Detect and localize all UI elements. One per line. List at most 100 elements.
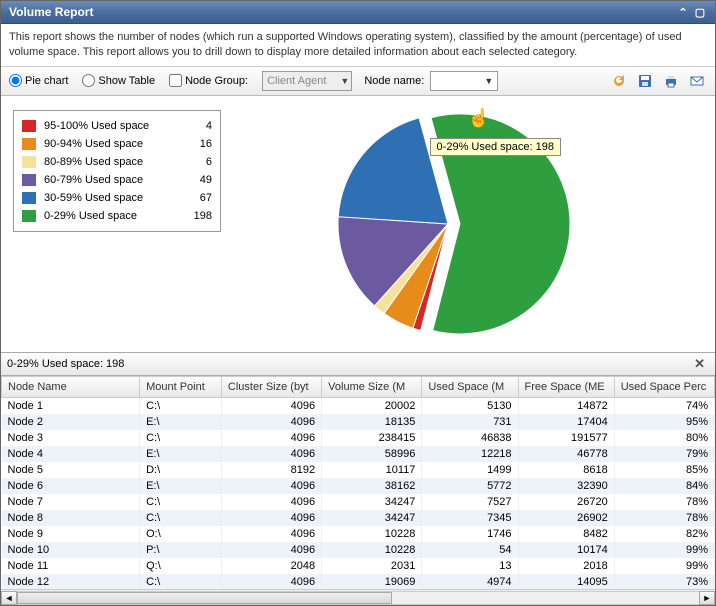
collapse-icon[interactable]: ⌃ bbox=[676, 5, 690, 19]
node-group-label[interactable]: Node Group: bbox=[185, 75, 248, 87]
table-cell: 8192 bbox=[221, 462, 321, 478]
table-cell: 38162 bbox=[322, 478, 422, 494]
maximize-icon[interactable]: ▢ bbox=[693, 5, 707, 19]
column-header[interactable]: Free Space (ME bbox=[518, 377, 614, 398]
legend-value: 16 bbox=[184, 138, 212, 150]
column-header[interactable]: Used Space (M bbox=[422, 377, 518, 398]
table-cell: 2018 bbox=[518, 558, 614, 574]
table-cell: 8482 bbox=[518, 526, 614, 542]
column-header[interactable]: Used Space Perc bbox=[614, 377, 714, 398]
table-cell: D:\ bbox=[140, 462, 222, 478]
table-cell: E:\ bbox=[140, 446, 222, 462]
column-header[interactable]: Node Name bbox=[2, 377, 140, 398]
scroll-thumb[interactable] bbox=[17, 592, 392, 604]
table-row[interactable]: Node 10P:\409610228541017499% bbox=[2, 542, 715, 558]
table-cell: 99% bbox=[614, 542, 714, 558]
table-cell: 7527 bbox=[422, 494, 518, 510]
legend-item[interactable]: 95-100% Used space4 bbox=[22, 117, 212, 135]
table-cell: 10228 bbox=[322, 542, 422, 558]
detail-title: 0-29% Used space: 198 bbox=[7, 358, 124, 370]
column-header[interactable]: Mount Point bbox=[140, 377, 222, 398]
table-cell: 34247 bbox=[322, 510, 422, 526]
legend-item[interactable]: 90-94% Used space16 bbox=[22, 135, 212, 153]
column-header[interactable]: Volume Size (M bbox=[322, 377, 422, 398]
node-group-checkbox[interactable] bbox=[169, 74, 182, 87]
table-cell: E:\ bbox=[140, 414, 222, 430]
close-icon[interactable]: ✕ bbox=[690, 356, 709, 372]
legend-label: 60-79% Used space bbox=[44, 174, 184, 186]
horizontal-scrollbar[interactable]: ◄ ► bbox=[1, 589, 715, 605]
table-cell: 14872 bbox=[518, 397, 614, 414]
view-pie-label[interactable]: Pie chart bbox=[25, 75, 68, 87]
table-row[interactable]: Node 4E:\409658996122184677879% bbox=[2, 446, 715, 462]
table-cell: 18135 bbox=[322, 414, 422, 430]
table-body: Node 1C:\40962000251301487274%Node 2E:\4… bbox=[2, 397, 715, 589]
table-cell: 8618 bbox=[518, 462, 614, 478]
legend-color-box bbox=[22, 210, 36, 222]
legend-value: 6 bbox=[184, 156, 212, 168]
chevron-down-icon: ▼ bbox=[340, 76, 349, 86]
legend-label: 95-100% Used space bbox=[44, 120, 184, 132]
table-row[interactable]: Node 3C:\40962384154683819157780% bbox=[2, 430, 715, 446]
legend-color-box bbox=[22, 120, 36, 132]
save-icon[interactable] bbox=[635, 71, 655, 91]
legend-color-box bbox=[22, 174, 36, 186]
scroll-track[interactable] bbox=[17, 591, 699, 605]
table-cell: 79% bbox=[614, 446, 714, 462]
view-pie-radio[interactable] bbox=[9, 74, 22, 87]
table-cell: 80% bbox=[614, 430, 714, 446]
table-cell: C:\ bbox=[140, 430, 222, 446]
detail-table-container[interactable]: Node NameMount PointCluster Size (bytVol… bbox=[1, 376, 715, 590]
table-row[interactable]: Node 12C:\40961906949741409573% bbox=[2, 574, 715, 590]
table-row[interactable]: Node 11Q:\2048203113201899% bbox=[2, 558, 715, 574]
table-row[interactable]: Node 5D:\8192101171499861885% bbox=[2, 462, 715, 478]
table-cell: 731 bbox=[422, 414, 518, 430]
scroll-left-icon[interactable]: ◄ bbox=[1, 591, 17, 605]
table-cell: 54 bbox=[422, 542, 518, 558]
table-cell: E:\ bbox=[140, 478, 222, 494]
table-row[interactable]: Node 7C:\40963424775272672078% bbox=[2, 494, 715, 510]
table-cell: 46778 bbox=[518, 446, 614, 462]
table-row[interactable]: Node 8C:\40963424773452690278% bbox=[2, 510, 715, 526]
view-table-label[interactable]: Show Table bbox=[98, 75, 155, 87]
toolbar: Pie chart Show Table Node Group: Client … bbox=[1, 67, 715, 96]
table-cell: 4974 bbox=[422, 574, 518, 590]
table-cell: Q:\ bbox=[140, 558, 222, 574]
table-cell: 26902 bbox=[518, 510, 614, 526]
table-cell: 82% bbox=[614, 526, 714, 542]
table-cell: 13 bbox=[422, 558, 518, 574]
node-group-select[interactable]: Client Agent ▼ bbox=[262, 71, 352, 91]
legend-label: 80-89% Used space bbox=[44, 156, 184, 168]
pie-chart[interactable]: ☝ 0-29% Used space: 198 bbox=[221, 104, 695, 344]
table-cell: 4096 bbox=[221, 414, 321, 430]
table-cell: 4096 bbox=[221, 446, 321, 462]
scroll-right-icon[interactable]: ► bbox=[699, 591, 715, 605]
pie-slice[interactable] bbox=[338, 118, 448, 224]
table-cell: O:\ bbox=[140, 526, 222, 542]
table-cell: Node 3 bbox=[2, 430, 140, 446]
legend-item[interactable]: 30-59% Used space67 bbox=[22, 189, 212, 207]
table-row[interactable]: Node 9O:\4096102281746848282% bbox=[2, 526, 715, 542]
table-cell: Node 5 bbox=[2, 462, 140, 478]
table-cell: 4096 bbox=[221, 478, 321, 494]
view-table-radio[interactable] bbox=[82, 74, 95, 87]
table-row[interactable]: Node 1C:\40962000251301487274% bbox=[2, 397, 715, 414]
table-cell: 78% bbox=[614, 494, 714, 510]
table-cell: 238415 bbox=[322, 430, 422, 446]
refresh-icon[interactable] bbox=[609, 71, 629, 91]
legend-value: 198 bbox=[184, 210, 212, 222]
table-cell: Node 12 bbox=[2, 574, 140, 590]
table-row[interactable]: Node 2E:\4096181357311740495% bbox=[2, 414, 715, 430]
legend-item[interactable]: 80-89% Used space6 bbox=[22, 153, 212, 171]
table-cell: 74% bbox=[614, 397, 714, 414]
table-cell: Node 4 bbox=[2, 446, 140, 462]
email-icon[interactable] bbox=[687, 71, 707, 91]
detail-table: Node NameMount PointCluster Size (bytVol… bbox=[1, 377, 715, 590]
print-icon[interactable] bbox=[661, 71, 681, 91]
legend-item[interactable]: 60-79% Used space49 bbox=[22, 171, 212, 189]
column-header[interactable]: Cluster Size (byt bbox=[221, 377, 321, 398]
node-name-select[interactable]: ▼ bbox=[430, 71, 498, 91]
table-cell: 191577 bbox=[518, 430, 614, 446]
legend-item[interactable]: 0-29% Used space198 bbox=[22, 207, 212, 225]
table-row[interactable]: Node 6E:\40963816257723239084% bbox=[2, 478, 715, 494]
